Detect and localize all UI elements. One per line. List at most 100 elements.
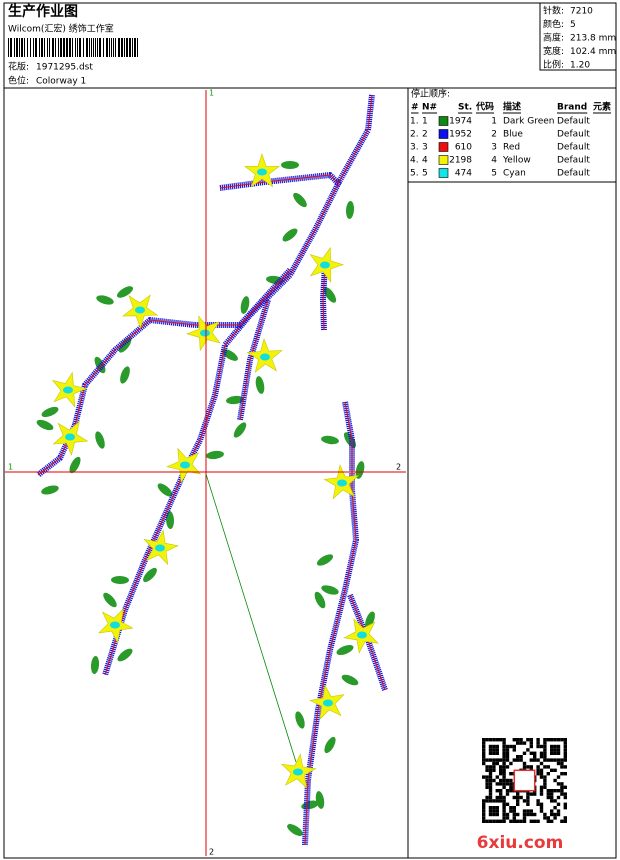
qr-module [560,761,564,766]
row-code: 3 [491,143,497,153]
barcode [8,38,138,57]
qr-module [492,758,496,762]
marker-left: 1 [8,463,13,472]
qr-module [512,795,516,800]
qr-module [502,799,506,803]
qr-module [543,775,547,779]
row-index: 2. [410,130,419,140]
qr-module [556,789,561,793]
branch-run [304,401,357,846]
qr-module [485,785,489,789]
stat-value: 102.4 mm [570,47,616,57]
qr-module [512,819,516,823]
bar [121,38,123,57]
qr-module [533,755,537,759]
flower-center [180,461,190,469]
bar [35,38,37,57]
branch-run [219,174,341,189]
design: 1971295.dst [36,63,93,73]
qr-module [492,765,496,769]
qr-module [519,738,523,742]
column-header: 代码 [475,101,494,113]
flower-center [63,386,73,394]
qr-module [546,816,550,820]
qr-module [539,785,544,789]
qr-module [516,755,520,759]
qr-module [553,768,557,772]
marker-right: 2 [396,463,401,472]
leaf [255,376,265,394]
qr-module [526,792,530,796]
flower-center [357,631,367,639]
qr-module [492,768,496,772]
qr-module [550,751,554,755]
qr-module [488,789,493,793]
qr-module [560,758,564,762]
qr-module [502,755,506,759]
qr-module [556,758,561,762]
qr-module [556,748,561,752]
leaf [94,356,106,374]
qr-module [502,748,506,752]
qr-module [488,819,493,823]
qr-module [482,806,486,810]
qr-module [509,761,513,766]
qr-module [553,816,557,820]
bar [109,38,110,57]
qr-module [485,768,489,772]
qr-module [536,772,540,776]
qr-module [543,741,547,745]
flower-center [323,699,333,707]
qr-module [495,751,499,755]
qr-module [522,819,527,823]
flower-center [65,433,75,441]
row-brand: Default [557,130,590,140]
branch-run [239,299,269,421]
qr-module [543,758,547,762]
qr-module [488,772,493,776]
qr-module [499,768,503,772]
bar [66,38,68,57]
qr-module [512,758,516,762]
qr-module [488,795,493,800]
stat-value: 5 [570,20,576,30]
qr-module [560,738,564,742]
qr-module [563,758,567,762]
row-stitches: 610 [455,143,472,153]
qr-module [495,795,499,800]
bar [30,38,31,57]
qr-module [522,761,527,766]
qr-module [492,806,496,810]
qr-module [529,758,533,762]
stat-value: 7210 [570,7,593,17]
qr-module [563,751,567,755]
qr-module [529,819,533,823]
qr-module [539,809,544,813]
qr-module [516,799,520,803]
qr-module [553,758,557,762]
qr-module [495,775,499,779]
qr-module [482,819,486,823]
leaf [96,295,114,305]
page-border [3,2,617,859]
qr-module [550,768,554,772]
qr-module [516,738,520,742]
qr-module [526,799,530,803]
qr-module [539,768,544,772]
qr-module [482,744,486,749]
color-swatch [438,155,449,165]
stat-label: 颜色: [543,18,564,30]
qr-module [560,772,564,776]
bar [77,38,78,57]
qr-module [495,799,499,803]
qr-module [543,782,547,786]
leaf [314,591,326,609]
leaf [143,567,157,583]
qr-module [519,819,523,823]
bar [106,38,108,57]
bar [91,38,92,57]
qr-module [505,744,510,749]
qr-module [546,819,550,823]
leaf [240,296,250,314]
flower-center [320,261,330,269]
